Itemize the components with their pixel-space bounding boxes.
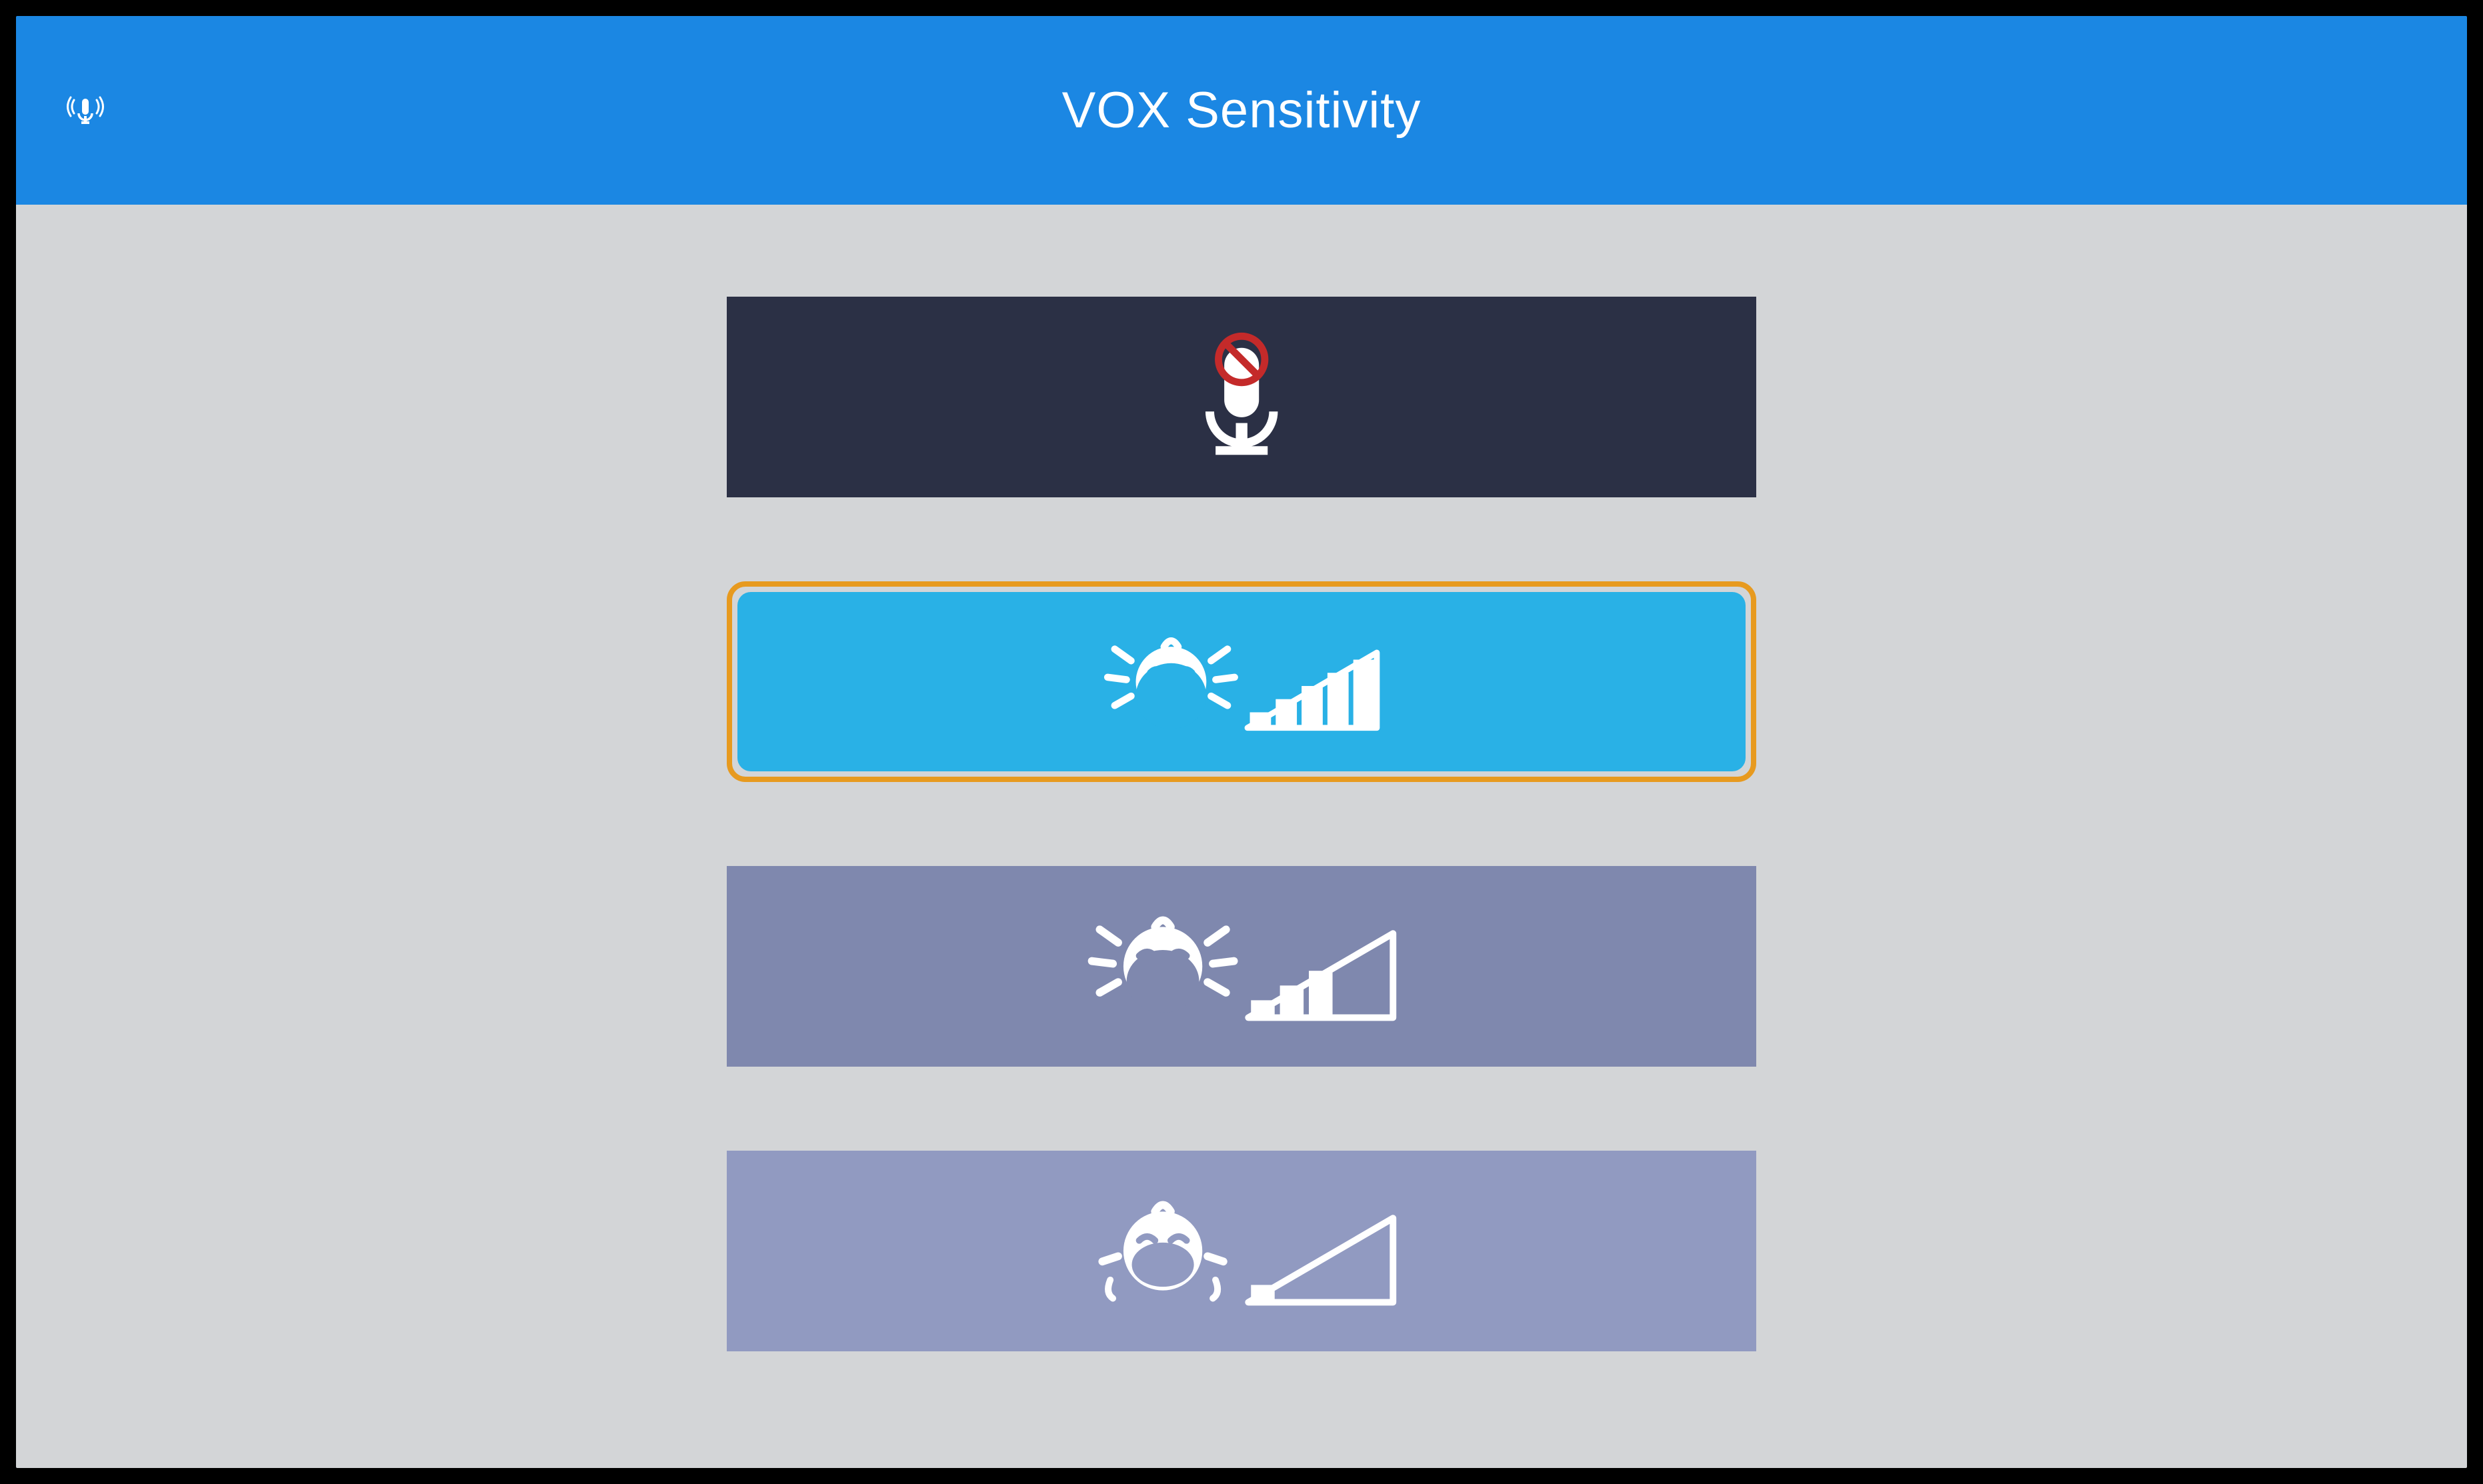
crying-medium-icon: [1071, 866, 1413, 1067]
screen-header: VOX Sensitivity: [16, 16, 2467, 205]
vox-sensitivity-screen: VOX Sensitivity: [16, 16, 2467, 1468]
crying-quiet-icon: [1071, 1151, 1413, 1351]
sensitivity-options-list: [16, 205, 2467, 1468]
screen-title: VOX Sensitivity: [16, 81, 2467, 139]
microphone-disabled-icon: [1155, 297, 1328, 497]
crying-loud-icon: [1089, 592, 1394, 771]
sensitivity-option-vox-medium[interactable]: [727, 866, 1756, 1067]
sensitivity-option-vox-high[interactable]: [727, 581, 1756, 782]
sensitivity-option-vox-low[interactable]: [727, 1151, 1756, 1351]
sensitivity-option-vox-off[interactable]: [727, 297, 1756, 497]
